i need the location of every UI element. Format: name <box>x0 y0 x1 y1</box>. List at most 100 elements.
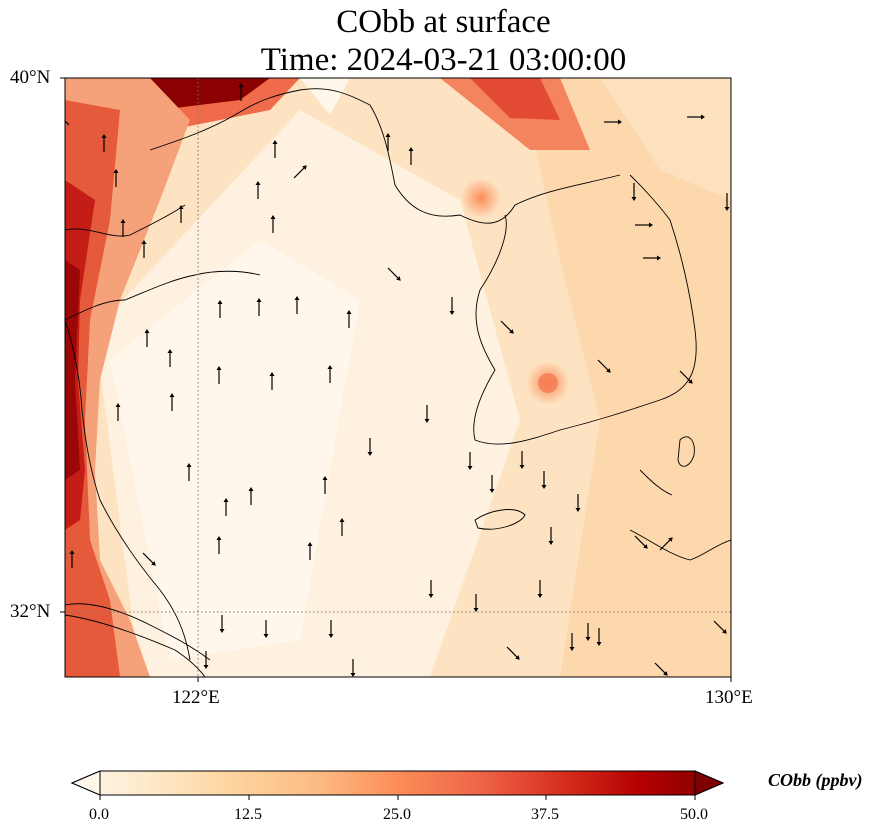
wind-vector-shaft <box>500 320 512 332</box>
wind-vector-head <box>519 465 525 469</box>
wind-vector-head <box>216 366 222 370</box>
lat-label-32n: 32°N <box>10 601 51 622</box>
gridlines <box>65 78 731 677</box>
wind-vector-shaft <box>506 646 518 658</box>
wind-vector-head <box>350 673 356 677</box>
wind-vector-head <box>120 219 126 223</box>
wind-vector-head <box>339 518 345 522</box>
wind-vector-head <box>346 310 352 314</box>
colorbar-tick-1: 12.5 <box>234 806 262 823</box>
wind-vector-head <box>186 463 192 467</box>
colorbar-tick-2: 25.0 <box>383 806 411 823</box>
wind-vector-shaft <box>659 539 671 551</box>
wind-vector-head <box>396 276 401 281</box>
wind-vector-shaft <box>65 120 70 126</box>
wind-vector-shaft <box>713 620 725 632</box>
wind-vector-head <box>724 207 730 211</box>
wind-vector-head <box>269 372 275 376</box>
wind-vector-head <box>688 379 693 384</box>
wind-vector-head <box>489 489 495 493</box>
wind-vector-head <box>408 147 414 151</box>
wind-vector-head <box>618 119 622 125</box>
wind-vector-head <box>509 329 514 334</box>
wind-vector-head <box>585 637 591 641</box>
wind-vector-head <box>302 165 307 170</box>
lon-label-122e: 122°E <box>172 687 220 708</box>
wind-vector-shaft <box>142 552 154 564</box>
colorbar-title: CObb (ppbv) <box>768 770 863 790</box>
wind-vector-head <box>596 642 602 646</box>
colorbar-tick-0: 0.0 <box>89 806 109 823</box>
wind-vector-head <box>178 205 184 209</box>
wind-vector-head <box>722 629 727 634</box>
wind-vector-head <box>56 112 61 117</box>
wind-vector-head <box>643 544 648 549</box>
wind-vector-head <box>248 487 254 491</box>
wind-vector-head <box>548 541 554 545</box>
coastlines <box>65 88 731 677</box>
colorbar-tick-4: 50.0 <box>680 806 708 823</box>
wind-vector-head <box>327 365 333 369</box>
map-title-line1: CObb at surface <box>336 4 551 40</box>
wind-vector-head <box>270 215 276 219</box>
wind-vector-head <box>217 300 223 304</box>
wind-vector-head <box>606 368 611 373</box>
colorbar <box>70 770 725 800</box>
wind-vector-head <box>668 537 673 542</box>
wind-vector-head <box>424 419 430 423</box>
wind-vector-shaft <box>654 662 666 674</box>
wind-vector-head <box>219 629 225 633</box>
wind-vector-head <box>449 311 455 315</box>
wind-vector-head <box>101 134 107 138</box>
wind-vector-head <box>322 476 328 480</box>
lat-label-40n: 40°N <box>10 67 51 88</box>
map-title-line2: Time: 2024-03-21 03:00:00 <box>260 42 627 78</box>
wind-vector-head <box>69 550 75 554</box>
wind-vector-head <box>467 466 473 470</box>
wind-vector-head <box>515 655 520 660</box>
wind-vector-head <box>663 671 668 676</box>
axis-ticks <box>60 77 732 682</box>
wind-vector-head <box>272 140 278 144</box>
wind-vector-head <box>223 498 229 502</box>
wind-vector-head <box>541 485 547 489</box>
wind-vector-head <box>367 452 373 456</box>
wind-vector-head <box>385 133 391 137</box>
wind-vector-head <box>701 114 705 120</box>
wind-vector-shaft <box>597 359 609 371</box>
wind-vector-head <box>537 594 543 598</box>
wind-vector-head <box>263 634 269 638</box>
wind-vector-head <box>113 169 119 173</box>
wind-vector-head <box>203 665 209 669</box>
wind-vector-head <box>649 222 653 228</box>
lon-label-130e: 130°E <box>705 687 753 708</box>
wind-vector-shaft <box>634 535 646 547</box>
wind-vectors <box>56 83 730 677</box>
wind-vector-head <box>255 181 261 185</box>
wind-vector-head <box>657 255 661 261</box>
wind-vector-head <box>144 329 150 333</box>
wind-vector-head <box>238 83 244 87</box>
wind-vector-shaft <box>679 370 691 382</box>
wind-vector-head <box>328 634 334 638</box>
wind-vector-head <box>216 536 222 540</box>
wind-vector-head <box>169 393 175 397</box>
wind-vector-head <box>151 561 156 566</box>
wind-vector-head <box>256 298 262 302</box>
wind-vector-head <box>631 197 637 201</box>
wind-vector-head <box>473 608 479 612</box>
wind-vector-head <box>141 240 147 244</box>
wind-vector-head <box>569 647 575 651</box>
wind-vector-head <box>294 296 300 300</box>
wind-vector-head <box>575 508 581 512</box>
wind-vector-head <box>428 594 434 598</box>
wind-vector-head <box>115 403 121 407</box>
wind-vector-head <box>167 349 173 353</box>
wind-vector-shaft <box>387 267 399 279</box>
wind-vector-head <box>307 542 313 546</box>
concentration-field <box>65 78 731 677</box>
colorbar-tick-3: 37.5 <box>531 806 559 823</box>
map-frame <box>64 77 732 678</box>
wind-vector-shaft <box>293 167 305 179</box>
